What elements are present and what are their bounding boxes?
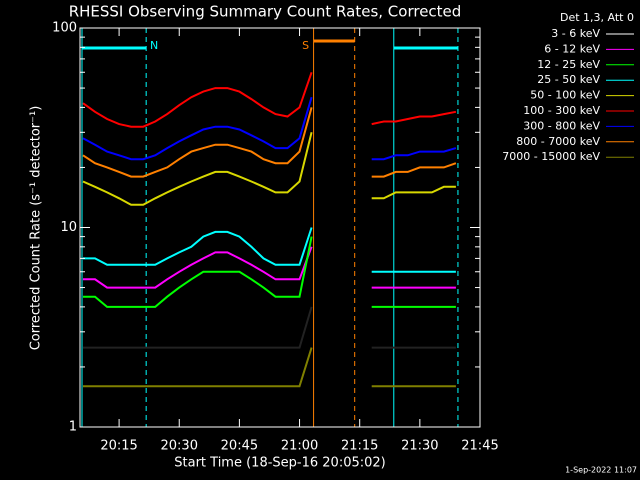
legend-label: 800 - 7000 keV bbox=[516, 135, 600, 148]
legend-label: 100 - 300 keV bbox=[523, 104, 600, 117]
x-tick-label: 21:45 bbox=[461, 439, 498, 454]
y-tick-label: 1 bbox=[69, 420, 77, 435]
legend-label: 50 - 100 keV bbox=[530, 89, 600, 102]
x-tick-label: 21:15 bbox=[341, 439, 378, 454]
series-line bbox=[83, 306, 456, 349]
x-axis-label: Start Time (18-Sep-16 20:05:02) bbox=[174, 456, 385, 471]
legend-label: 25 - 50 keV bbox=[537, 73, 600, 86]
chart-title: RHESSI Observing Summary Count Rates, Co… bbox=[69, 3, 462, 21]
series-line bbox=[82, 71, 457, 128]
legend-label: 7000 - 15000 keV bbox=[502, 150, 600, 163]
region-label: N bbox=[150, 39, 158, 52]
x-tick-label: 20:45 bbox=[221, 439, 258, 454]
timestamp: 1-Sep-2022 11:07 bbox=[565, 466, 637, 475]
legend-label: 12 - 25 keV bbox=[537, 58, 600, 71]
region-label: S bbox=[302, 39, 309, 52]
x-tick-label: 20:30 bbox=[161, 439, 198, 454]
series-line bbox=[83, 347, 456, 388]
x-tick-label: 20:15 bbox=[100, 439, 137, 454]
legend-title: Det 1,3, Att 0 bbox=[560, 11, 634, 24]
legend-label: 6 - 12 keV bbox=[544, 42, 600, 55]
plot-frame bbox=[79, 27, 481, 428]
x-tick-label: 21:00 bbox=[281, 439, 318, 454]
y-tick-label: 10 bbox=[60, 220, 77, 235]
series-line bbox=[83, 227, 456, 273]
x-tick-label: 21:30 bbox=[401, 439, 438, 454]
y-tick-label: 100 bbox=[52, 21, 77, 36]
series-line bbox=[82, 96, 457, 161]
series-line bbox=[83, 246, 456, 289]
series-line bbox=[83, 236, 456, 308]
y-axis-label: Corrected Count Rate (s⁻¹ detector⁻¹) bbox=[29, 106, 44, 351]
series-line bbox=[82, 132, 456, 206]
legend-label: 300 - 800 keV bbox=[523, 119, 600, 132]
legend-label: 3 - 6 keV bbox=[551, 27, 600, 40]
series-line bbox=[82, 107, 457, 178]
